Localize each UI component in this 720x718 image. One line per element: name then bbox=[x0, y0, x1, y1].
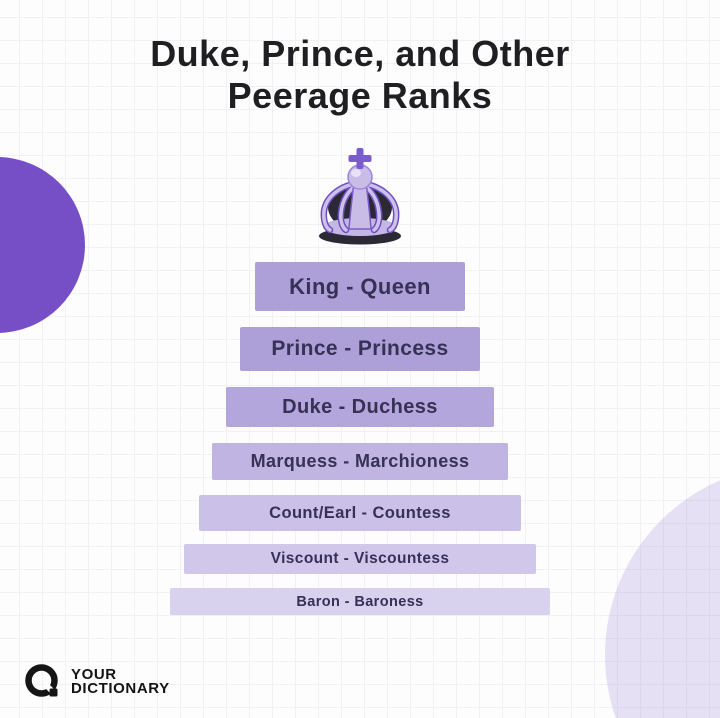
rank-bar-baron-baroness: Baron - Baroness bbox=[170, 588, 550, 615]
rank-bar-prince-princess: Prince - Princess bbox=[240, 327, 480, 371]
logo-text-line1: YOUR bbox=[71, 666, 117, 683]
royal-crown-icon bbox=[300, 147, 420, 247]
rank-bar-marquess-marchioness: Marquess - Marchioness bbox=[212, 443, 508, 480]
rank-bar-king-queen: King - Queen bbox=[255, 262, 465, 311]
page-title-line2: Peerage Ranks bbox=[227, 75, 493, 116]
page-title: Duke, Prince, and Other Peerage Ranks bbox=[0, 33, 720, 117]
yourdictionary-logo-icon bbox=[25, 664, 58, 697]
page-title-line1: Duke, Prince, and Other bbox=[150, 33, 570, 74]
yourdictionary-logo-text: YOUR DICTIONARY bbox=[71, 666, 170, 697]
rank-bar-count-earl-countess: Count/Earl - Countess bbox=[199, 495, 521, 531]
rank-bar-duke-duchess: Duke - Duchess bbox=[226, 387, 494, 427]
yourdictionary-logo: YOUR DICTIONARY bbox=[24, 663, 170, 701]
peerage-pyramid: King - Queen Prince - Princess Duke - Du… bbox=[0, 262, 720, 615]
rank-bar-viscount-viscountess: Viscount - Viscountess bbox=[184, 544, 536, 574]
logo-text-line2: DICTIONARY bbox=[71, 680, 170, 697]
